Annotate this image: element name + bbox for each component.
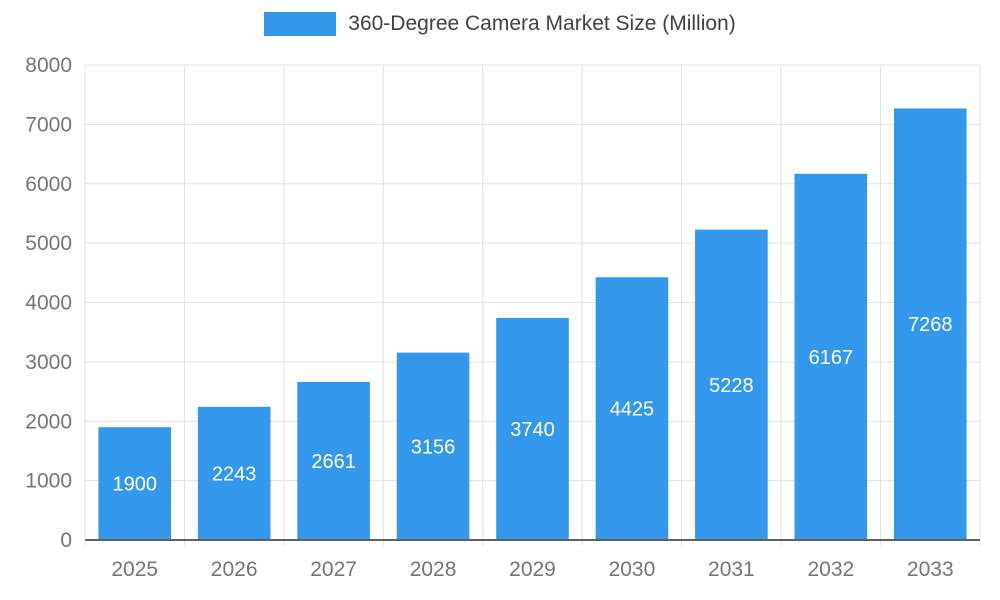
bar[interactable] [794, 173, 868, 540]
y-tick-label: 0 [60, 529, 72, 552]
x-tick-label: 2029 [509, 558, 556, 581]
x-tick-label: 2026 [211, 558, 258, 581]
bar[interactable] [396, 352, 470, 540]
bar[interactable] [893, 108, 967, 541]
y-tick-label: 7000 [25, 113, 72, 136]
bar-value-label: 7268 [908, 314, 953, 336]
x-tick-label: 2033 [907, 558, 954, 581]
y-tick-label: 3000 [25, 351, 72, 374]
y-tick-label: 6000 [25, 173, 72, 196]
y-tick-label: 8000 [25, 54, 72, 77]
x-tick-label: 2027 [310, 558, 357, 581]
y-tick-label: 1000 [25, 470, 72, 493]
bar-value-label: 3740 [510, 419, 555, 441]
y-tick-label: 2000 [25, 410, 72, 433]
bar-value-label: 2243 [212, 463, 257, 485]
bar-value-label: 1900 [112, 474, 157, 496]
bar-value-label: 4425 [610, 399, 655, 421]
bar[interactable] [197, 406, 271, 540]
chart-legend[interactable]: 360-Degree Camera Market Size (Million) [0, 12, 1000, 36]
bar[interactable] [98, 427, 172, 540]
x-tick-label: 2028 [410, 558, 457, 581]
legend-label: 360-Degree Camera Market Size (Million) [348, 12, 736, 35]
legend-swatch [264, 12, 337, 36]
x-tick-label: 2031 [708, 558, 755, 581]
bar[interactable] [297, 382, 370, 540]
bar[interactable] [496, 317, 569, 540]
bar-value-label: 2661 [311, 451, 356, 473]
bar[interactable] [695, 229, 768, 540]
x-tick-label: 2025 [111, 558, 158, 581]
x-tick-label: 2030 [609, 558, 656, 581]
bar-value-label: 3156 [411, 436, 456, 458]
bar-value-label: 6167 [809, 347, 854, 369]
y-tick-label: 5000 [25, 232, 72, 255]
y-tick-label: 4000 [25, 292, 72, 315]
bar-value-label: 5228 [709, 375, 754, 397]
x-tick-label: 2032 [807, 558, 854, 581]
bar[interactable] [595, 277, 669, 540]
